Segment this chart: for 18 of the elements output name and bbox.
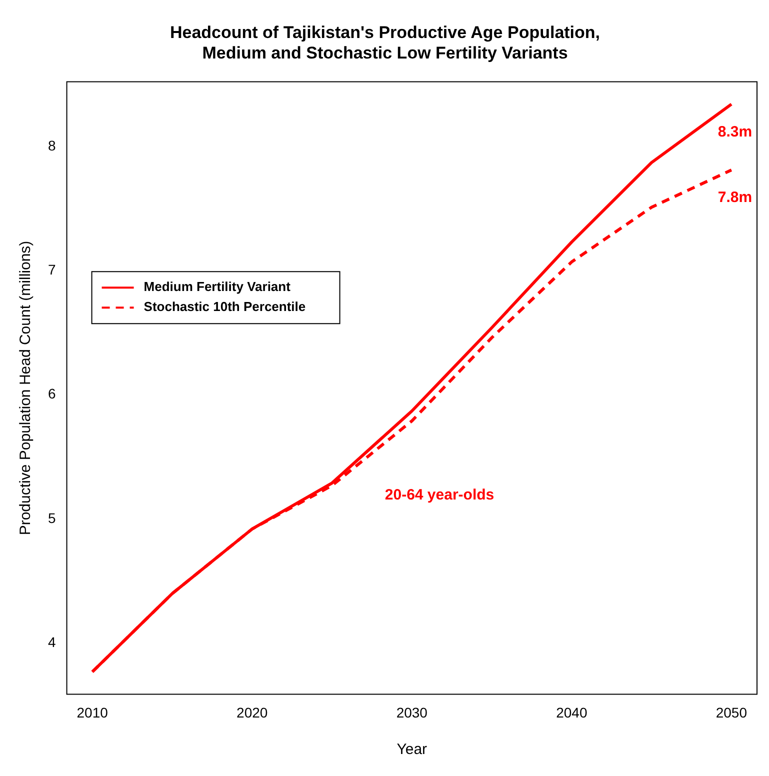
x-tick-label: 2010 <box>76 704 108 720</box>
x-tick-label: 2020 <box>236 704 268 720</box>
y-tick-label: 5 <box>48 510 56 526</box>
annotation: 20-64 year-olds <box>384 486 494 504</box>
x-tick-label: 2040 <box>556 704 588 720</box>
chart-title: Headcount of Tajikistan's Productive Age Population, Medium and Stochastic Low Fertility Variants <box>170 22 600 62</box>
annotation: 8.3m <box>718 123 752 140</box>
y-tick-label: 6 <box>48 386 56 402</box>
y-tick-label: 7 <box>48 261 56 278</box>
x-axis-title: Year <box>396 741 428 758</box>
y-tick-label: 4 <box>48 634 56 650</box>
y-axis-title: Productive Population Head Count (millions) <box>17 240 34 536</box>
y-tick-label: 8 <box>48 137 56 154</box>
annotation: 7.8m <box>718 189 752 206</box>
legend-label: Stochastic 10th Percentile <box>144 299 306 314</box>
x-tick-label: 2030 <box>396 704 428 720</box>
x-tick-label: 2050 <box>716 704 748 720</box>
legend-label: Medium Fertility Variant <box>144 279 292 294</box>
